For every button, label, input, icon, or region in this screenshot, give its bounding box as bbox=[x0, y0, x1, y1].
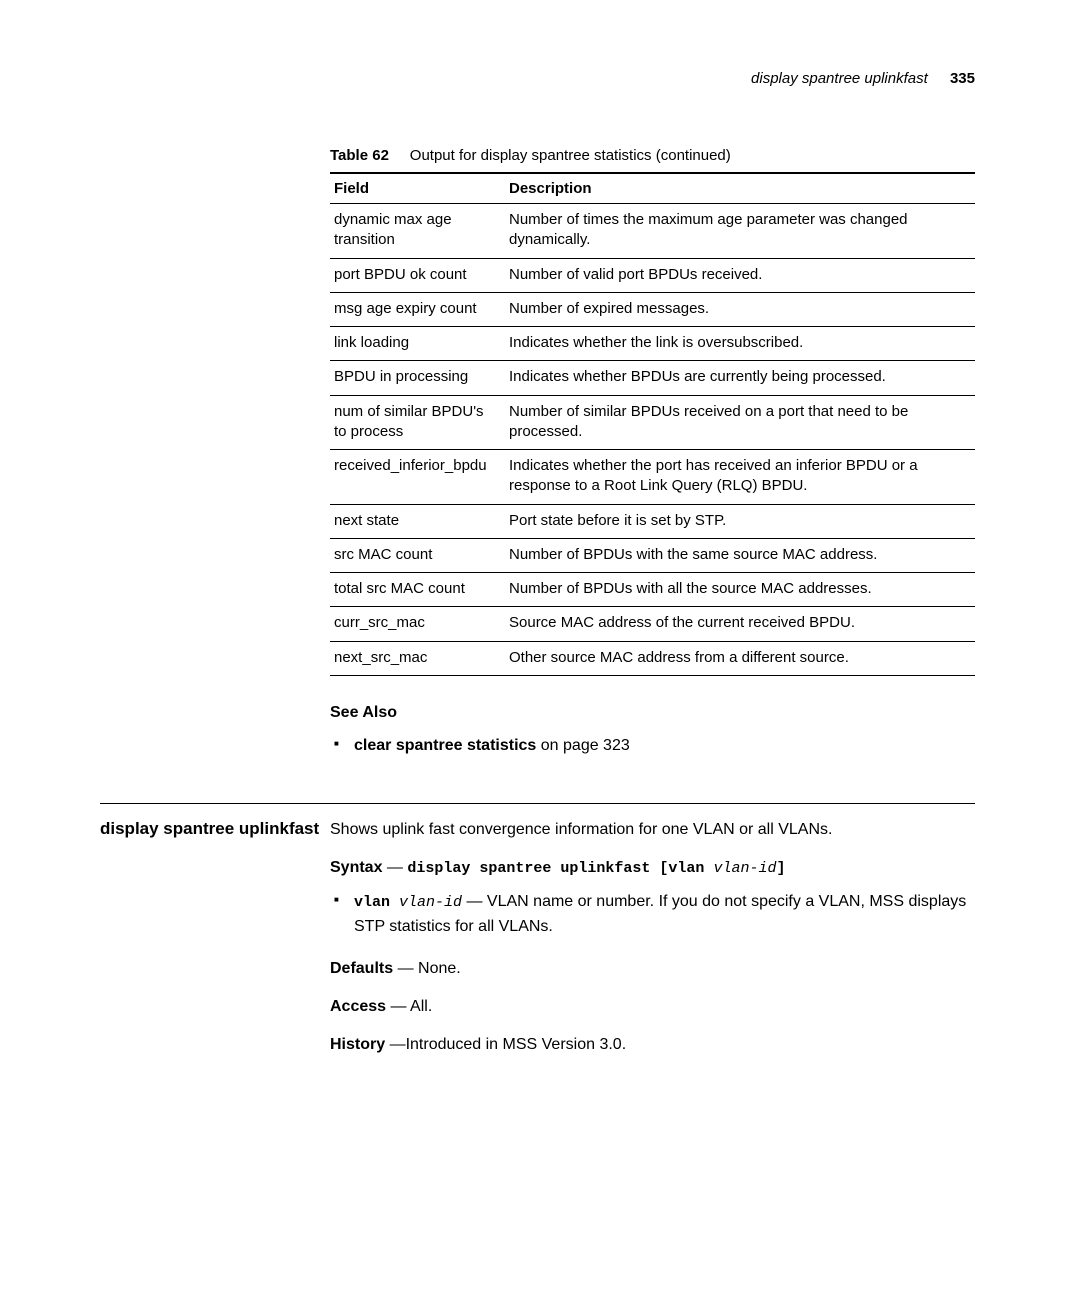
cell-desc: Other source MAC address from a differen… bbox=[505, 641, 975, 675]
table-row: port BPDU ok countNumber of valid port B… bbox=[330, 258, 975, 292]
table-caption: Table 62 Output for display spantree sta… bbox=[330, 147, 975, 164]
cell-desc: Indicates whether the port has received … bbox=[505, 450, 975, 505]
cell-desc: Indicates whether the link is oversubscr… bbox=[505, 327, 975, 361]
cell-desc: Port state before it is set by STP. bbox=[505, 504, 975, 538]
syntax-close: ] bbox=[776, 860, 785, 877]
table-caption-text: Output for display spantree statistics (… bbox=[410, 147, 731, 164]
table-row: next_src_macOther source MAC address fro… bbox=[330, 641, 975, 675]
cell-field: curr_src_mac bbox=[330, 607, 505, 641]
section-intro: Shows uplink fast convergence informatio… bbox=[330, 818, 975, 842]
cell-field: BPDU in processing bbox=[330, 361, 505, 395]
syntax-param-list: vlan vlan-id — VLAN name or number. If y… bbox=[330, 890, 975, 939]
cell-field: link loading bbox=[330, 327, 505, 361]
cell-desc: Number of BPDUs with all the source MAC … bbox=[505, 573, 975, 607]
syntax-arg: vlan-id bbox=[713, 860, 776, 877]
syntax-label: Syntax bbox=[330, 859, 382, 876]
table-row: dynamic max age transitionNumber of time… bbox=[330, 204, 975, 259]
section-sidebar-title: display spantree uplinkfast bbox=[100, 818, 330, 841]
section-divider bbox=[100, 803, 975, 804]
see-also-link-bold: clear spantree statistics bbox=[354, 737, 536, 754]
col-header-field: Field bbox=[330, 173, 505, 204]
cell-field: src MAC count bbox=[330, 538, 505, 572]
table-caption-label: Table 62 bbox=[330, 147, 389, 164]
history-value: —Introduced in MSS Version 3.0. bbox=[385, 1036, 626, 1053]
table-area: Table 62 Output for display spantree sta… bbox=[330, 147, 975, 758]
see-also-link-rest: on page 323 bbox=[536, 737, 629, 754]
cell-desc: Number of times the maximum age paramete… bbox=[505, 204, 975, 259]
defaults-value: — None. bbox=[393, 960, 461, 977]
cell-field: received_inferior_bpdu bbox=[330, 450, 505, 505]
param-kw: vlan bbox=[354, 894, 399, 911]
table-row: received_inferior_bpduIndicates whether … bbox=[330, 450, 975, 505]
cell-field: port BPDU ok count bbox=[330, 258, 505, 292]
uplinkfast-section: display spantree uplinkfast Shows uplink… bbox=[100, 818, 975, 1071]
page-number: 335 bbox=[950, 70, 975, 87]
page-header: display spantree uplinkfast 335 bbox=[100, 70, 975, 87]
see-also-section: See Also clear spantree statistics on pa… bbox=[330, 704, 975, 758]
syntax-line: Syntax — display spantree uplinkfast [vl… bbox=[330, 856, 975, 881]
history-line: History —Introduced in MSS Version 3.0. bbox=[330, 1033, 975, 1057]
cell-desc: Indicates whether BPDUs are currently be… bbox=[505, 361, 975, 395]
cell-field: num of similar BPDU's to process bbox=[330, 395, 505, 450]
table-row: src MAC countNumber of BPDUs with the sa… bbox=[330, 538, 975, 572]
syntax-kw: vlan bbox=[668, 860, 713, 877]
param-arg: vlan-id bbox=[399, 894, 462, 911]
table-row: msg age expiry countNumber of expired me… bbox=[330, 292, 975, 326]
cell-field: total src MAC count bbox=[330, 573, 505, 607]
col-header-description: Description bbox=[505, 173, 975, 204]
cell-desc: Number of valid port BPDUs received. bbox=[505, 258, 975, 292]
cell-field: msg age expiry count bbox=[330, 292, 505, 326]
cell-field: dynamic max age transition bbox=[330, 204, 505, 259]
see-also-item: clear spantree statistics on page 323 bbox=[330, 734, 975, 758]
table-row: total src MAC countNumber of BPDUs with … bbox=[330, 573, 975, 607]
cell-field: next_src_mac bbox=[330, 641, 505, 675]
cell-desc: Number of BPDUs with the same source MAC… bbox=[505, 538, 975, 572]
cell-desc: Number of similar BPDUs received on a po… bbox=[505, 395, 975, 450]
access-value: — All. bbox=[386, 998, 432, 1015]
table-row: curr_src_macSource MAC address of the cu… bbox=[330, 607, 975, 641]
table-row: next statePort state before it is set by… bbox=[330, 504, 975, 538]
cell-field: next state bbox=[330, 504, 505, 538]
access-label: Access bbox=[330, 998, 386, 1015]
statistics-table: Field Description dynamic max age transi… bbox=[330, 172, 975, 676]
table-row: link loadingIndicates whether the link i… bbox=[330, 327, 975, 361]
header-title: display spantree uplinkfast bbox=[751, 70, 928, 87]
syntax-cmd: display spantree uplinkfast bbox=[407, 860, 659, 877]
defaults-label: Defaults bbox=[330, 960, 393, 977]
see-also-heading: See Also bbox=[330, 704, 975, 722]
param-dash: — bbox=[462, 893, 487, 910]
defaults-line: Defaults — None. bbox=[330, 957, 975, 981]
cell-desc: Source MAC address of the current receiv… bbox=[505, 607, 975, 641]
syntax-param-item: vlan vlan-id — VLAN name or number. If y… bbox=[330, 890, 975, 939]
table-row: BPDU in processingIndicates whether BPDU… bbox=[330, 361, 975, 395]
access-line: Access — All. bbox=[330, 995, 975, 1019]
section-body: Shows uplink fast convergence informatio… bbox=[330, 818, 975, 1071]
syntax-dash: — bbox=[382, 859, 407, 876]
history-label: History bbox=[330, 1036, 385, 1053]
cell-desc: Number of expired messages. bbox=[505, 292, 975, 326]
table-row: num of similar BPDU's to processNumber o… bbox=[330, 395, 975, 450]
